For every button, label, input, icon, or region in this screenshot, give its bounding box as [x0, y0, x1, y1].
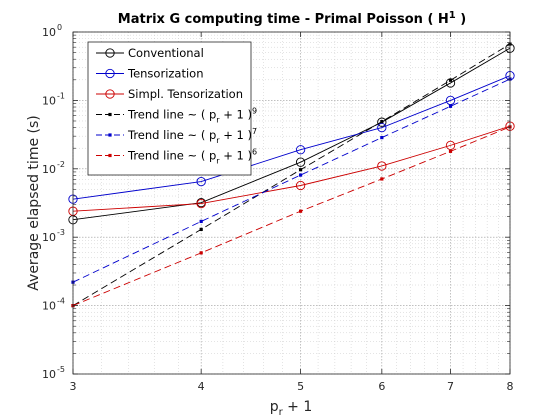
series-line: [72, 75, 511, 200]
y-tick-label: 10: [42, 26, 56, 39]
data-point: [377, 117, 387, 127]
data-point: [448, 149, 453, 153]
data-point: [295, 180, 306, 191]
legend-marker: [105, 48, 115, 58]
chart-title: Matrix G computing time - Primal Poisson…: [118, 10, 466, 27]
x-tick-label: 7: [447, 380, 454, 393]
x-tick-label: 5: [297, 380, 304, 393]
legend-label: Trend line ~ ( pr + 1 )6: [127, 148, 257, 166]
data-point: [377, 161, 387, 171]
series-line: [72, 47, 511, 221]
x-axis-label: pr + 1: [270, 399, 313, 418]
legend-entry-4: Trend line ~ ( pr + 1 )7: [96, 127, 257, 145]
data-point: [445, 140, 456, 151]
data-point: [199, 219, 203, 224]
data-point: [380, 135, 384, 140]
legend-entry-1: Tensorization: [96, 67, 204, 81]
data-point: [199, 251, 203, 255]
data-point: [380, 119, 384, 124]
series-line: [72, 43, 511, 306]
legend-marker: [105, 68, 115, 79]
y-tick-label: 10: [42, 163, 56, 176]
legend-entry-2: Simpl. Tensorization: [96, 87, 243, 101]
plot-frame: [72, 31, 511, 375]
data-point: [196, 176, 206, 187]
y-tick-exponent: -4: [57, 297, 65, 306]
legend-box: [87, 41, 252, 176]
data-point: [445, 95, 456, 106]
legend-marker: [108, 112, 112, 117]
data-point: [295, 145, 306, 155]
legend-marker: [108, 153, 112, 158]
y-tick-exponent: -3: [57, 228, 65, 237]
y-tick-exponent: -5: [57, 365, 65, 374]
data-point: [298, 173, 303, 177]
data-point: [199, 227, 203, 232]
series-line: [72, 125, 511, 212]
x-tick-label: 3: [70, 380, 77, 393]
legend-label: Tensorization: [127, 67, 204, 81]
legend-marker: [108, 133, 112, 137]
legend-label: Conventional: [128, 46, 204, 60]
y-tick-label: 10: [42, 231, 56, 244]
legend-label: Trend line ~ ( pr + 1 )9: [127, 107, 257, 125]
legend-entry-3: Trend line ~ ( pr + 1 )9: [96, 107, 257, 125]
data-point: [298, 209, 303, 213]
x-tick-label: 6: [378, 380, 385, 393]
y-tick-exponent: -1: [57, 91, 65, 100]
legend: Conventional Tensorization Simpl. Tensoriz…: [87, 41, 257, 176]
legend-entry-0: Conventional: [96, 46, 204, 60]
data-point: [448, 78, 453, 82]
data-point: [380, 177, 384, 181]
x-tick-label: 4: [198, 380, 205, 393]
legend-label: Simpl. Tensorization: [128, 87, 243, 101]
y-tick-label: 10: [42, 300, 56, 313]
y-tick-label: 10: [42, 368, 56, 381]
data-point: [377, 122, 387, 133]
y-tick-label: 10: [42, 94, 56, 107]
data-point: [196, 198, 206, 209]
legend-entry-5: Trend line ~ ( pr + 1 )6: [96, 148, 257, 166]
data-point: [298, 168, 303, 172]
data-point: [295, 157, 306, 167]
y-tick-exponent: -2: [57, 160, 65, 169]
y-axis-label: Average elapsed time (s): [26, 115, 42, 290]
y-tick-exponent: 0: [57, 23, 62, 32]
legend-marker: [105, 89, 115, 99]
legend-label: Trend line ~ ( pr + 1 )7: [127, 127, 257, 145]
x-tick-label: 8: [507, 380, 514, 393]
series-line: [72, 126, 511, 307]
data-point: [448, 104, 453, 108]
